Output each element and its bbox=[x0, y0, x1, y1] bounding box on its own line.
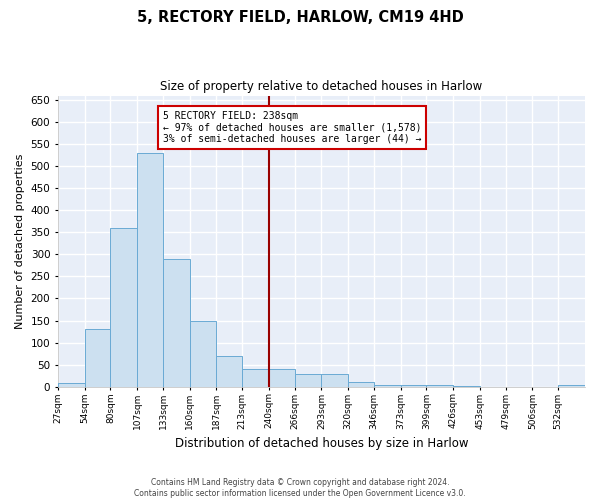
Bar bbox=[110, 228, 137, 386]
Bar bbox=[558, 384, 585, 386]
Bar bbox=[137, 153, 163, 386]
Bar bbox=[374, 384, 401, 386]
Y-axis label: Number of detached properties: Number of detached properties bbox=[15, 154, 25, 329]
Bar bbox=[322, 374, 348, 386]
Bar bbox=[163, 259, 190, 386]
Bar bbox=[269, 369, 295, 386]
Bar bbox=[295, 374, 322, 386]
Bar bbox=[190, 320, 217, 386]
Text: Contains HM Land Registry data © Crown copyright and database right 2024.
Contai: Contains HM Land Registry data © Crown c… bbox=[134, 478, 466, 498]
Text: 5 RECTORY FIELD: 238sqm
← 97% of detached houses are smaller (1,578)
3% of semi-: 5 RECTORY FIELD: 238sqm ← 97% of detache… bbox=[163, 111, 421, 144]
X-axis label: Distribution of detached houses by size in Harlow: Distribution of detached houses by size … bbox=[175, 437, 468, 450]
Bar bbox=[85, 330, 110, 386]
Bar bbox=[58, 383, 85, 386]
Bar bbox=[348, 382, 374, 386]
Bar bbox=[217, 356, 242, 386]
Title: Size of property relative to detached houses in Harlow: Size of property relative to detached ho… bbox=[160, 80, 482, 93]
Text: 5, RECTORY FIELD, HARLOW, CM19 4HD: 5, RECTORY FIELD, HARLOW, CM19 4HD bbox=[137, 10, 463, 25]
Bar bbox=[242, 369, 269, 386]
